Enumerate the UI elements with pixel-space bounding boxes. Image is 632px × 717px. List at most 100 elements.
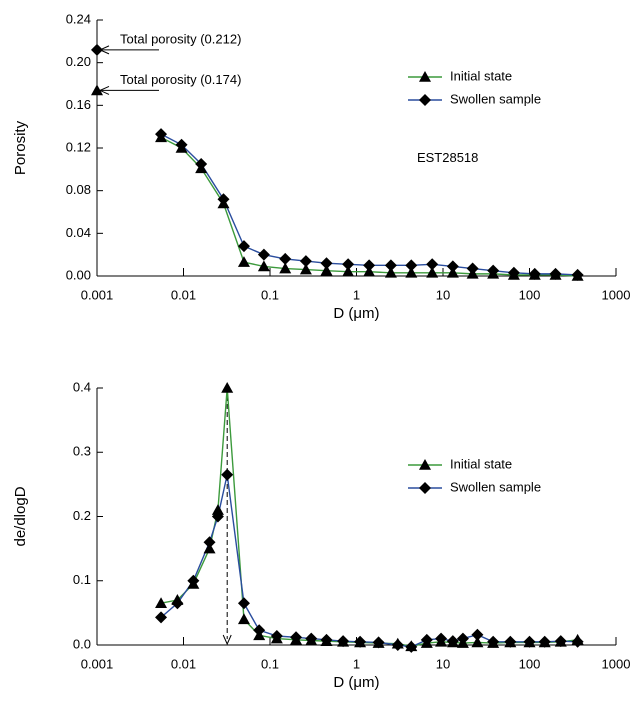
triangle-marker [237,613,250,625]
x-axis-title: D (μm) [333,674,379,691]
series-line [160,474,578,648]
diamond-marker [446,635,459,648]
diamond-marker [155,128,168,141]
legend-label: Swollen sample [450,479,541,494]
peak-arrow [222,634,232,646]
x-tick-label: 0.01 [171,656,196,671]
x-tick-label: 10 [436,656,450,671]
y-tick-label: 0.04 [66,225,91,240]
diamond-marker [446,260,459,273]
diamond-marker [237,240,250,253]
diamond-marker [528,267,541,280]
diamond-marker [405,640,418,653]
diamond-marker [175,138,188,151]
x-tick-label: 100 [519,287,541,302]
diamond-marker [257,248,270,261]
diamond-marker [270,630,283,643]
triangle-marker [320,264,333,276]
annotation-arrowhead [98,45,110,55]
diamond-marker [279,252,292,265]
y-tick-label: 0.2 [73,508,91,523]
y-tick-label: 0.08 [66,182,91,197]
diamond-marker [211,510,224,523]
legend-label: Initial state [450,68,512,83]
diamond-marker [419,94,431,106]
diamond-marker [456,632,469,645]
diamond-marker [405,259,418,272]
diamond-marker [523,635,536,648]
diamond-marker [419,482,431,494]
diamond-marker [571,268,584,281]
diamond-marker [305,632,318,645]
diamond-marker [195,158,208,170]
diamond-marker [538,635,551,648]
annotation-text: Total porosity (0.174) [120,72,241,87]
y-tick-label: 0.0 [73,636,91,651]
diamond-marker [504,635,517,648]
y-tick-label: 0.1 [73,572,91,587]
x-tick-label: 1 [353,656,360,671]
x-tick-label: 0.1 [261,656,279,671]
diamond-marker [391,639,404,651]
triangle-marker [257,260,270,272]
note-text: EST28518 [417,150,478,165]
diamond-marker [354,635,367,648]
x-tick-label: 1000 [602,656,631,671]
diamond-marker [203,536,216,549]
diamond-marker [372,636,385,649]
diamond-marker [155,611,168,624]
diamond-marker [299,255,312,268]
series-line [160,387,578,647]
triangle-marker [299,263,312,275]
triangle-marker [211,504,224,515]
diamond-marker [91,43,103,56]
x-tick-label: 100 [519,656,541,671]
y-tick-label: 0.00 [66,267,91,282]
triangle-marker [237,256,250,267]
x-tick-label: 0.001 [81,656,114,671]
diamond-marker [253,624,266,637]
diamond-marker [221,468,234,481]
diamond-marker [290,631,303,644]
y-tick-label: 0.16 [66,97,91,112]
diamond-marker [487,635,500,648]
diamond-marker [237,597,250,610]
diamond-marker [471,628,484,641]
diamond-marker [435,632,448,645]
x-tick-label: 0.1 [261,287,279,302]
diamond-marker [466,262,479,275]
diamond-marker [554,635,567,648]
diamond-marker [217,193,230,206]
diamond-marker [187,574,200,587]
diamond-marker [171,597,184,610]
y-axis-title: Porosity [12,120,29,175]
diamond-marker [320,257,333,270]
y-tick-label: 0.3 [73,444,91,459]
triangle-marker [471,636,484,648]
annotation-text: Total porosity (0.212) [120,31,241,46]
triangle-marker [426,266,439,278]
diamond-marker [363,259,376,272]
y-tick-label: 0.4 [73,379,91,394]
triangle-marker [419,459,431,470]
y-tick-label: 0.12 [66,139,91,154]
annotation-arrowhead [98,85,110,95]
legend-label: Swollen sample [450,91,541,106]
x-tick-label: 0.001 [81,287,114,302]
diamond-marker [342,258,355,271]
triangle-marker [342,265,355,277]
diamond-marker [337,635,350,648]
diamond-marker [384,259,397,272]
y-tick-label: 0.20 [66,54,91,69]
triangle-marker [91,84,103,96]
x-tick-label: 0.01 [171,287,196,302]
x-tick-label: 10 [436,287,450,302]
diamond-marker [320,633,333,646]
legend-label: Initial state [450,456,512,471]
diamond-marker [549,267,562,280]
triangle-marker [221,382,234,393]
x-tick-label: 1 [353,287,360,302]
diamond-marker [571,635,584,648]
y-axis-title: de/dlogD [12,486,29,546]
